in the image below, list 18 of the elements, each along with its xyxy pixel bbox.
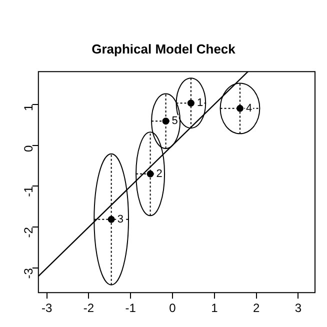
y-tick-label: -3: [22, 268, 36, 279]
y-tick-label: -1: [22, 186, 36, 197]
x-tick-label: 3: [294, 301, 302, 316]
y-tick-label: 1: [22, 104, 36, 112]
x-tick-label: 1: [211, 301, 218, 316]
x-tick-label: 2: [252, 301, 260, 316]
annotation: 5: [172, 115, 178, 128]
annotation: 2: [156, 168, 162, 180]
annotation: 1: [196, 97, 204, 110]
chart-title: Graphical Model Check: [92, 41, 236, 56]
x-tick-label: 0: [169, 301, 176, 316]
y-tick-label: 0: [22, 144, 36, 152]
annotation: 4: [246, 102, 252, 114]
x-tick-label: -2: [83, 301, 94, 316]
annotation: 3: [117, 213, 124, 226]
x-tick-label: -1: [125, 301, 136, 316]
y-tick-label: -2: [22, 226, 36, 238]
x-tick-label: -3: [41, 301, 52, 316]
